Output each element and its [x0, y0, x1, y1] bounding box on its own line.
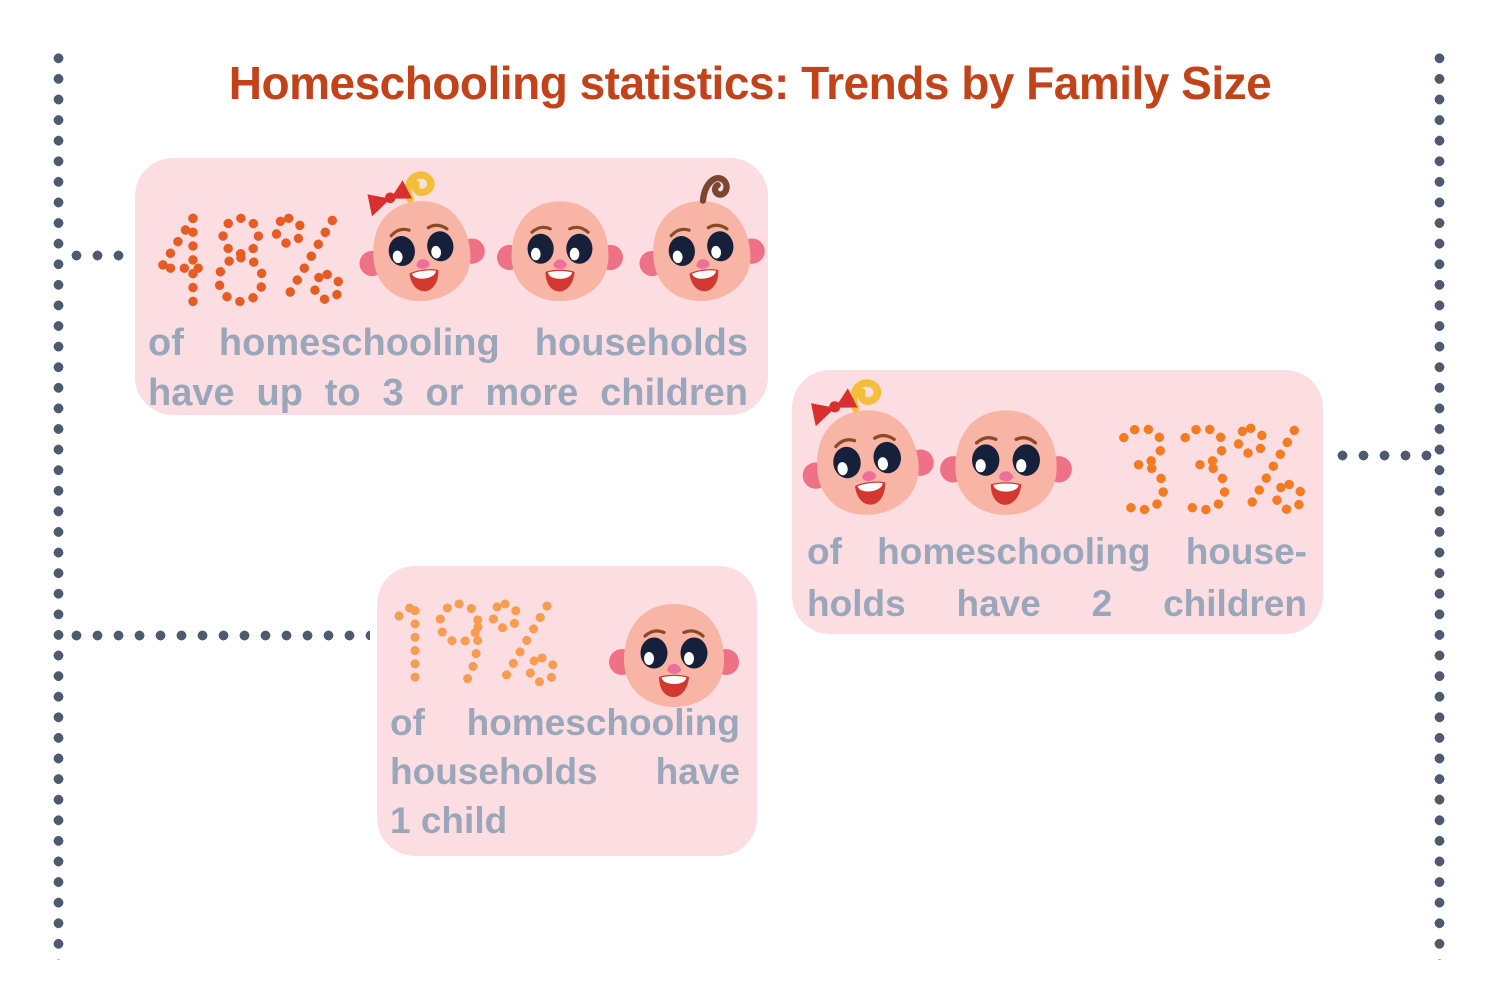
teeth: [993, 483, 1019, 492]
connector-dots-card1-icon: [66, 250, 130, 261]
head: [373, 201, 471, 302]
stat-card-1-child: of homeschooling households have 1 child: [377, 566, 757, 856]
baby-girl-icon: [802, 379, 934, 515]
head: [624, 604, 724, 707]
hair-curl-icon: [404, 171, 435, 203]
teeth: [661, 676, 687, 684]
dotted-border-left-icon: [53, 48, 64, 960]
percent-value-19: [387, 595, 559, 696]
hair-bow-icon: [367, 180, 412, 217]
teeth: [411, 270, 436, 279]
head: [511, 201, 609, 302]
baby-bald-icon: [497, 201, 623, 302]
nose: [553, 259, 567, 269]
caption-line: households have: [390, 751, 740, 792]
nose: [416, 259, 430, 269]
head: [817, 410, 919, 515]
stat-card-2-children: of homeschooling house-holds have 2 children: [792, 370, 1323, 634]
baby-bald-icon: [940, 410, 1072, 515]
head: [653, 201, 751, 302]
caption-line: of homeschooling households: [148, 322, 748, 364]
caption-line: of homeschooling house-: [807, 531, 1307, 572]
baby-curl-icon: [639, 175, 765, 302]
teeth: [691, 270, 716, 279]
head: [955, 410, 1057, 515]
caption-line: of homeschooling: [390, 702, 740, 743]
caption-line: have up to 3 or more children: [148, 372, 748, 414]
stat-card-3-or-more-children: of homeschooling households have up to 3 or more…: [135, 158, 768, 415]
card-caption: of homeschooling households have 1 child: [390, 698, 740, 845]
baby-faces-group: [800, 379, 1072, 522]
nose: [667, 664, 681, 674]
card-caption: of homeschooling house-holds have 2 children: [807, 526, 1307, 630]
connector-dots-card2-icon: [1332, 450, 1434, 461]
percent-value-48: [147, 210, 345, 314]
nose: [862, 471, 877, 481]
percent-value-33: [1109, 420, 1307, 524]
dotted-border-right-icon: [1434, 48, 1445, 960]
connector-dots-card3-icon: [66, 630, 370, 641]
baby-faces-group: [357, 171, 765, 308]
baby-faces-group: [609, 574, 739, 714]
baby-girl-icon: [359, 171, 485, 302]
nose: [696, 259, 710, 269]
caption-line: 1 child: [390, 800, 508, 841]
hair-curl-icon: [699, 175, 730, 204]
page-title: Homeschooling statistics: Trends by Fami…: [228, 57, 1272, 109]
hair-bow-icon: [811, 388, 858, 427]
caption-line: holds have 2 children: [807, 583, 1307, 624]
hair-curl-icon: [849, 379, 882, 413]
nose: [998, 471, 1014, 482]
baby-bald-icon: [609, 604, 739, 707]
teeth: [547, 271, 573, 279]
teeth: [857, 482, 883, 492]
card-caption: of homeschooling households have up to 3 or more…: [148, 318, 748, 418]
